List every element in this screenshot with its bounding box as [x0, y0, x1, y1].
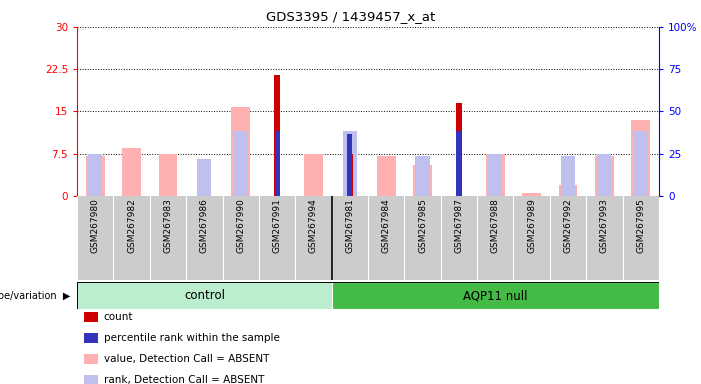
Bar: [88, 154, 102, 196]
Bar: [343, 131, 357, 196]
Bar: [332, 282, 659, 309]
Bar: [231, 107, 250, 196]
Text: percentile rank within the sample: percentile rank within the sample: [104, 333, 280, 343]
Bar: [486, 154, 505, 196]
Text: AQP11 null: AQP11 null: [463, 289, 528, 302]
Bar: [456, 131, 461, 196]
Bar: [197, 159, 212, 196]
Bar: [561, 156, 575, 196]
Bar: [632, 120, 651, 196]
Bar: [348, 134, 353, 196]
Text: GSM267980: GSM267980: [91, 199, 100, 253]
Bar: [158, 154, 177, 196]
Text: genotype/variation  ▶: genotype/variation ▶: [0, 291, 70, 301]
Bar: [275, 131, 280, 196]
Bar: [274, 75, 280, 196]
Text: GSM267983: GSM267983: [163, 199, 172, 253]
Bar: [595, 156, 614, 196]
Text: GSM267981: GSM267981: [346, 199, 354, 253]
Text: GSM267985: GSM267985: [418, 199, 427, 253]
Bar: [488, 154, 503, 196]
Text: GSM267995: GSM267995: [637, 199, 645, 253]
Text: control: control: [184, 289, 225, 302]
Text: GSM267984: GSM267984: [382, 199, 390, 253]
Bar: [416, 156, 430, 196]
Text: GSM267982: GSM267982: [127, 199, 136, 253]
Text: GSM267989: GSM267989: [527, 199, 536, 253]
Bar: [522, 193, 541, 196]
Bar: [346, 154, 353, 196]
Text: GSM267988: GSM267988: [491, 199, 500, 253]
Bar: [122, 148, 141, 196]
Text: GSM267994: GSM267994: [309, 199, 318, 253]
Bar: [304, 154, 323, 196]
Bar: [233, 131, 248, 196]
Bar: [456, 103, 462, 196]
Text: GSM267990: GSM267990: [236, 199, 245, 253]
Bar: [597, 154, 611, 196]
Bar: [634, 131, 648, 196]
Text: GSM267991: GSM267991: [273, 199, 282, 253]
Text: GDS3395 / 1439457_x_at: GDS3395 / 1439457_x_at: [266, 10, 435, 23]
Text: count: count: [104, 312, 133, 322]
Text: GSM267993: GSM267993: [600, 199, 609, 253]
Bar: [86, 156, 104, 196]
Bar: [413, 165, 432, 196]
Text: GSM267992: GSM267992: [564, 199, 573, 253]
Bar: [376, 156, 395, 196]
Text: GSM267986: GSM267986: [200, 199, 209, 253]
Text: rank, Detection Call = ABSENT: rank, Detection Call = ABSENT: [104, 375, 264, 384]
Text: GSM267987: GSM267987: [454, 199, 463, 253]
Bar: [559, 185, 578, 196]
Bar: [77, 282, 332, 309]
Text: value, Detection Call = ABSENT: value, Detection Call = ABSENT: [104, 354, 269, 364]
